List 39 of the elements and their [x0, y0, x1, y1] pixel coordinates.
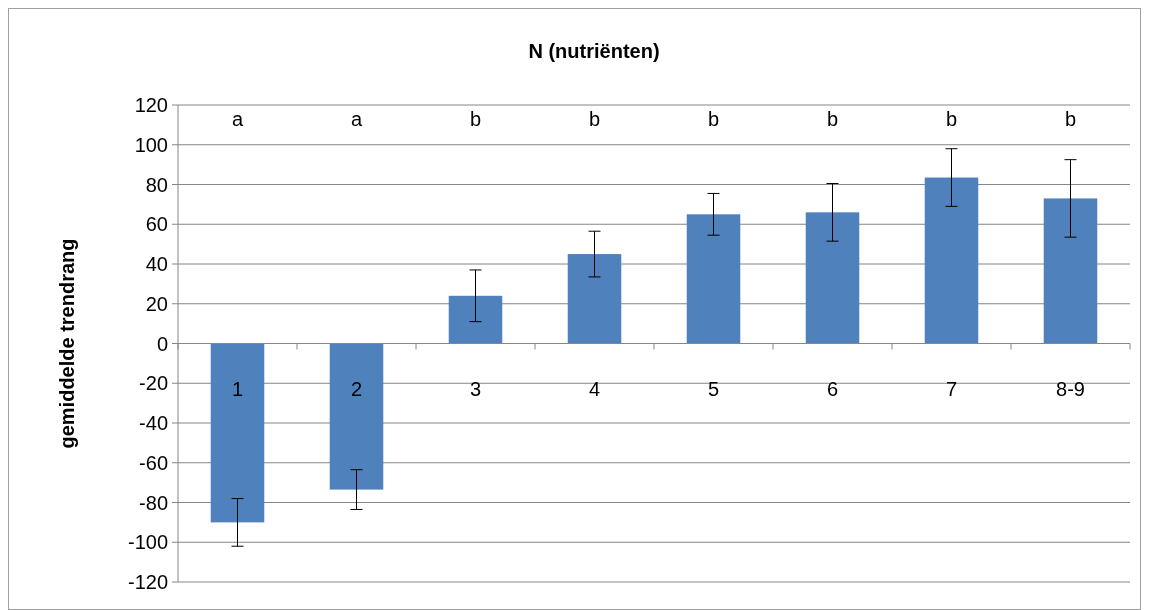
x-tick-label: 3: [469, 377, 482, 400]
y-tick-label: -80: [139, 491, 168, 514]
x-tick-label: 1: [231, 377, 244, 400]
annotation: b: [469, 108, 482, 130]
annotation: b: [945, 108, 958, 130]
y-tick-label: 80: [145, 173, 168, 196]
x-tick-label: 5: [707, 377, 720, 400]
annotation: b: [588, 108, 601, 130]
y-tick-label: -20: [139, 372, 168, 395]
y-tick-label: 60: [145, 213, 168, 236]
annotation: a: [231, 108, 244, 130]
annotation: b: [826, 108, 839, 130]
y-tick-label: 120: [134, 94, 168, 116]
bar: [686, 214, 741, 344]
bar: [924, 177, 979, 344]
x-tick-label: 8-9: [1056, 377, 1085, 400]
chart-title: N (nutriënten): [528, 40, 660, 62]
y-tick-label: 0: [156, 332, 168, 355]
x-tick-label: 6: [826, 377, 839, 400]
bar: [210, 343, 265, 523]
y-tick-label: 40: [145, 253, 168, 275]
bar: [805, 212, 860, 344]
y-tick-label: -40: [139, 412, 168, 434]
bar: [329, 343, 384, 490]
annotation: b: [707, 108, 720, 130]
x-tick-label: 2: [350, 377, 363, 400]
bar: [1043, 198, 1098, 344]
annotation: a: [350, 108, 363, 130]
x-tick-label: 7: [945, 377, 958, 400]
bar: [448, 295, 503, 344]
annotation: b: [1064, 108, 1077, 130]
x-tick-label: 4: [588, 377, 601, 400]
y-axis-title: gemiddelde trendrang: [56, 238, 78, 449]
y-tick-label: -60: [139, 451, 168, 474]
y-tick-label: 100: [134, 133, 168, 156]
y-tick-label: 20: [145, 292, 168, 315]
y-tick-label: -100: [127, 531, 168, 554]
y-tick-label: -120: [127, 571, 168, 593]
bar: [567, 254, 622, 344]
